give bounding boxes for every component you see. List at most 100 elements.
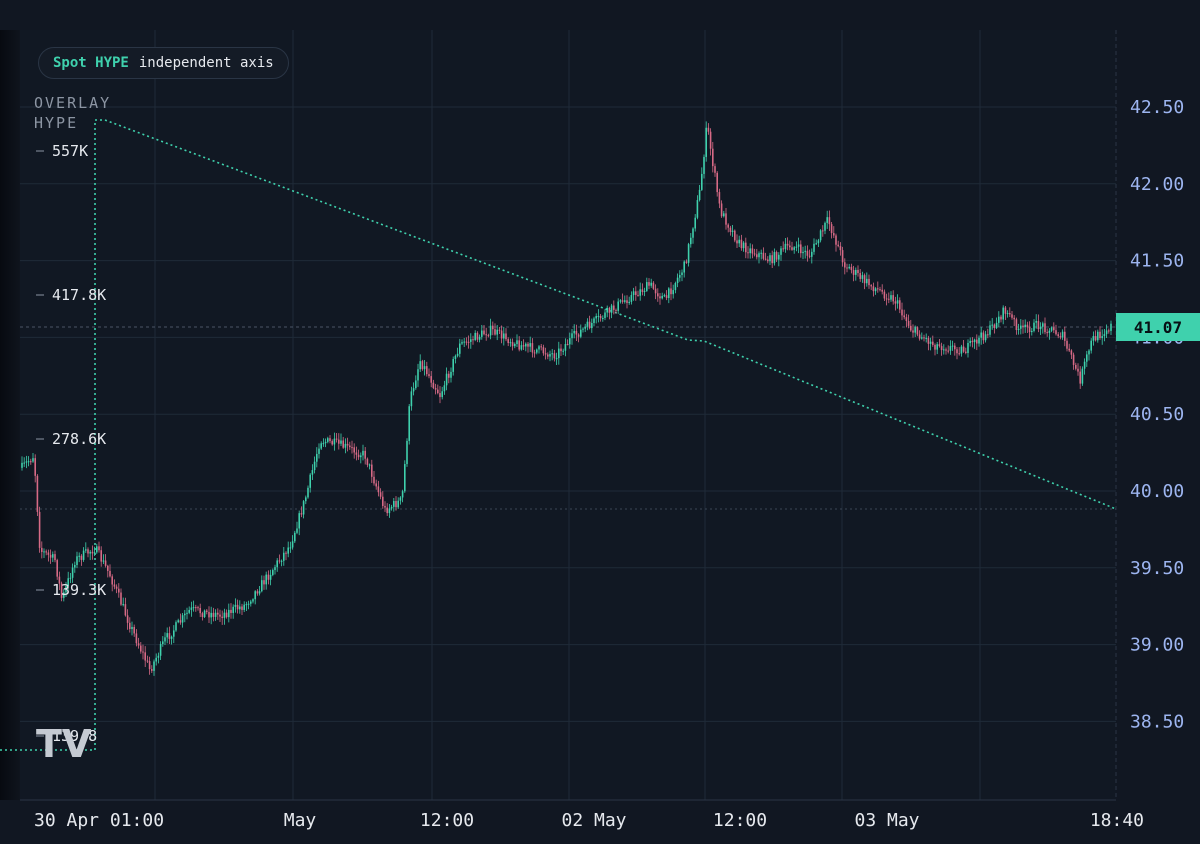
candle-down [126, 615, 129, 623]
candle-up [74, 565, 76, 568]
candle-down [56, 560, 58, 577]
candle-up [602, 317, 604, 319]
candle-down [129, 622, 131, 630]
candle-up [443, 385, 446, 392]
candle-down [613, 305, 615, 310]
candle-up [738, 239, 740, 244]
candle-up [529, 343, 531, 347]
candle-up [1035, 321, 1037, 323]
candle-up [549, 354, 551, 357]
candle-down [1011, 314, 1013, 318]
candle-up [861, 275, 864, 279]
candle-down [483, 330, 485, 335]
candle-up [280, 560, 283, 562]
candle-up [593, 318, 595, 324]
candle-up [984, 334, 987, 341]
candle-up [584, 326, 586, 329]
candle-up [388, 508, 391, 514]
candle-up [866, 278, 868, 284]
candle-up [408, 406, 410, 441]
candle-up [239, 606, 241, 610]
candle-up [445, 373, 448, 386]
candle-down [395, 501, 397, 508]
candle-down [1077, 368, 1079, 372]
candle-down [531, 343, 534, 353]
candle-down [872, 286, 875, 292]
candle-down [828, 217, 831, 225]
candle-down [342, 440, 344, 448]
candle-up [43, 551, 45, 553]
candle-down [857, 269, 859, 274]
candle-down [665, 295, 668, 298]
candle-down [120, 592, 122, 605]
candle-up [228, 609, 230, 618]
candle-down [373, 476, 375, 484]
candle-up [639, 289, 641, 296]
candle-down [932, 341, 934, 345]
candle-down [901, 309, 903, 316]
candle-down [80, 555, 83, 560]
candle-up [52, 554, 54, 558]
candle-down [1108, 330, 1110, 332]
candle-up [978, 337, 980, 344]
candle-up [914, 327, 916, 333]
candle-down [500, 330, 503, 339]
candle-down [782, 248, 784, 250]
candle-down [124, 604, 127, 616]
candle-up [676, 277, 679, 283]
candle-down [151, 669, 153, 671]
candle-up [694, 217, 696, 229]
candle-down [923, 337, 925, 339]
last-price-tag: 41.07 [1116, 313, 1200, 341]
candle-up [681, 272, 683, 276]
candle-up [661, 295, 663, 299]
right-axis-tick-label: 42.00 [1130, 174, 1184, 195]
candle-up [1002, 307, 1004, 320]
candle-down [868, 278, 870, 286]
candle-up [1103, 334, 1106, 337]
candle-down [522, 345, 525, 347]
candle-down [762, 252, 765, 259]
candle-up [296, 528, 298, 533]
candle-down [104, 560, 107, 566]
candle-down [927, 337, 930, 344]
candle-down [1046, 332, 1048, 334]
candle-up [896, 300, 899, 304]
candle-up [474, 332, 476, 340]
candle-down [716, 172, 718, 193]
candle-up [991, 324, 993, 326]
right-axis-tick-label: 39.50 [1130, 558, 1184, 579]
candle-up [1039, 326, 1042, 330]
candle-up [254, 591, 256, 600]
candle-down [91, 551, 94, 554]
candle-down [527, 343, 529, 347]
candle-down [146, 660, 149, 662]
candle-up [478, 336, 481, 340]
candle-up [1031, 330, 1033, 333]
candle-down [60, 583, 63, 598]
candle-down [518, 340, 520, 350]
candle-up [683, 261, 685, 273]
candle-up [536, 349, 538, 353]
legend-pill[interactable]: Spot HYPE independent axis [38, 47, 289, 79]
candle-up [998, 316, 1000, 323]
candle-up [181, 615, 184, 623]
candle-down [366, 458, 369, 465]
candle-up [555, 358, 558, 360]
candle-up [760, 252, 762, 254]
candle-up [234, 604, 237, 607]
candle-down [115, 586, 118, 589]
candle-down [206, 610, 208, 612]
candle-up [415, 380, 417, 389]
candle-down [1068, 348, 1070, 351]
candle-down [938, 344, 941, 347]
candle-down [267, 574, 270, 580]
candle-down [498, 329, 501, 331]
plot-area[interactable] [20, 30, 1116, 800]
candle-up [344, 443, 347, 448]
candle-up [758, 253, 760, 258]
candle-down [736, 240, 738, 244]
candle-up [313, 461, 316, 471]
candle-up [949, 346, 952, 351]
candle-down [140, 645, 142, 652]
